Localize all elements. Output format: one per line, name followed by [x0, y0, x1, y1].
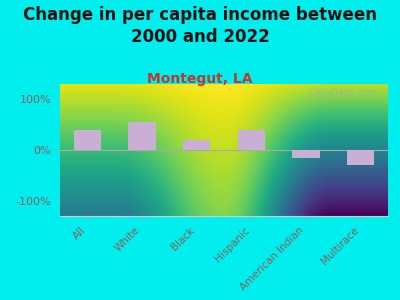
Text: Montegut, LA: Montegut, LA	[147, 72, 253, 86]
Text: City-Data.com: City-Data.com	[308, 88, 378, 98]
Bar	[292, 150, 320, 158]
Bar	[183, 140, 210, 150]
Text: Change in per capita income between
2000 and 2022: Change in per capita income between 2000…	[23, 6, 377, 46]
Bar	[238, 130, 265, 150]
Bar	[128, 122, 156, 150]
Bar	[74, 130, 101, 150]
Bar	[347, 150, 374, 165]
